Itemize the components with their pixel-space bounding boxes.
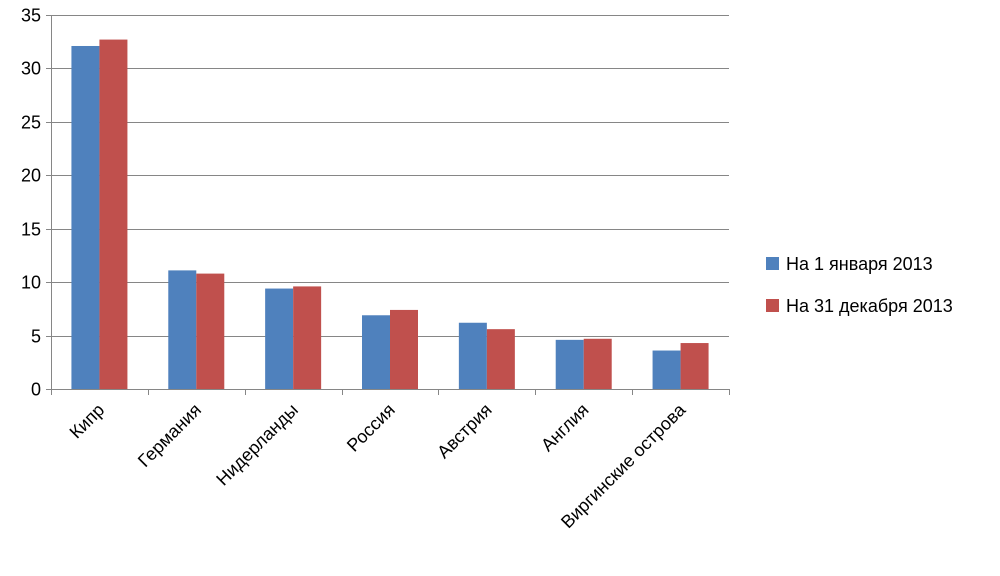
bar-dec-2 <box>293 286 322 389</box>
legend-label-1: На 31 декабря 2013 <box>786 296 953 316</box>
bar-jan-6 <box>652 350 681 389</box>
y-tick-label: 30 <box>21 59 41 79</box>
axes <box>51 15 730 395</box>
bar-dec-0 <box>99 39 128 389</box>
legend-swatch-0 <box>766 257 779 270</box>
x-tick-label: Кипр <box>66 400 109 443</box>
y-tick-label: 0 <box>31 380 41 400</box>
x-tick-label: Россия <box>343 400 399 456</box>
y-tick-label: 25 <box>21 113 41 133</box>
bar-jan-5 <box>555 339 584 389</box>
x-axis-labels: Кипр Германия Нидерланды Россия Австрия Англи… <box>66 399 690 532</box>
bar-jan-3 <box>362 315 390 389</box>
bar-dec-5 <box>583 338 612 389</box>
bar-jan-2 <box>265 288 294 389</box>
y-tick-label: 10 <box>21 273 41 293</box>
bar-jan-4 <box>458 322 487 389</box>
y-tick-label: 35 <box>21 6 41 26</box>
bar-dec-3 <box>390 309 418 389</box>
y-tick-label: 15 <box>21 220 41 240</box>
gridlines <box>51 15 729 337</box>
legend-label-0: На 1 января 2013 <box>786 254 933 274</box>
legend-swatch-1 <box>766 299 779 312</box>
bar-dec-4 <box>486 329 515 389</box>
x-tick-label: Англия <box>537 400 592 455</box>
y-axis-ticks: 0 5 10 15 20 25 30 35 <box>21 6 51 400</box>
x-tick-label: Нидерланды <box>212 400 302 490</box>
bar-dec-1 <box>196 273 225 389</box>
bar-jan-0 <box>71 45 100 389</box>
x-tick-label: Германия <box>134 400 205 471</box>
bars <box>71 39 709 389</box>
bar-dec-6 <box>680 343 709 389</box>
bar-jan-1 <box>168 270 197 389</box>
legend: На 1 января 2013 На 31 декабря 2013 <box>766 254 953 316</box>
x-tick-label: Австрия <box>433 400 496 463</box>
y-tick-label: 5 <box>31 327 41 347</box>
y-tick-label: 20 <box>21 166 41 186</box>
